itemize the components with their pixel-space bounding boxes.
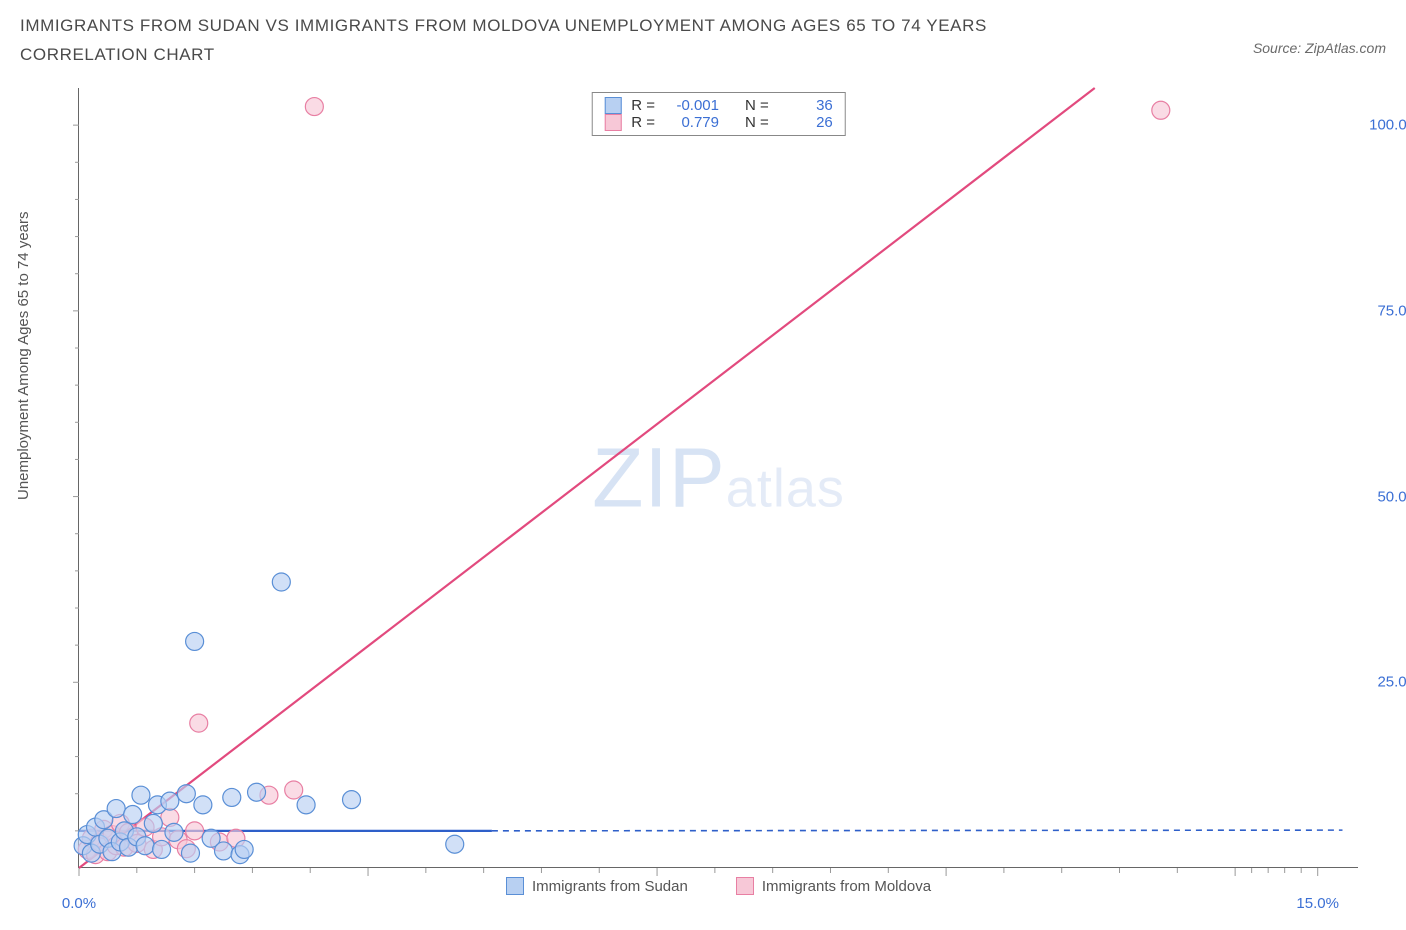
y-tick-label: 50.0% <box>1377 488 1406 505</box>
y-axis-label: Unemployment Among Ages 65 to 74 years <box>15 211 32 500</box>
label-n: N = <box>745 114 769 131</box>
swatch-sudan <box>506 877 524 895</box>
sudan-r-value: -0.001 <box>665 97 719 114</box>
stats-row-sudan: R = -0.001 N = 36 <box>604 97 833 114</box>
label-r: R = <box>631 114 655 131</box>
swatch-sudan <box>604 97 621 114</box>
moldova-r-value: 0.779 <box>665 114 719 131</box>
label-n: N = <box>745 97 769 114</box>
legend-item-moldova: Immigrants from Moldova <box>736 877 931 895</box>
chart-svg <box>79 88 1358 867</box>
x-tick-label: 15.0% <box>1296 895 1339 912</box>
source-attribution: Source: ZipAtlas.com <box>1253 40 1386 56</box>
legend-label-moldova: Immigrants from Moldova <box>762 878 931 895</box>
chart-title: IMMIGRANTS FROM SUDAN VS IMMIGRANTS FROM… <box>20 12 1120 70</box>
swatch-moldova <box>604 114 621 131</box>
y-tick-label: 75.0% <box>1377 302 1406 319</box>
x-axis-legend: Immigrants from Sudan Immigrants from Mo… <box>79 877 1358 895</box>
sudan-n-value: 36 <box>779 97 833 114</box>
y-tick-label: 100.0% <box>1369 117 1406 134</box>
chart-container: Unemployment Among Ages 65 to 74 years Z… <box>20 80 1390 910</box>
legend-item-sudan: Immigrants from Sudan <box>506 877 688 895</box>
label-r: R = <box>631 97 655 114</box>
moldova-n-value: 26 <box>779 114 833 131</box>
legend-label-sudan: Immigrants from Sudan <box>532 878 688 895</box>
plot-area: ZIPatlas R = -0.001 N = 36 R = 0.779 N =… <box>78 88 1358 868</box>
x-tick-label: 0.0% <box>62 895 96 912</box>
stats-legend-box: R = -0.001 N = 36 R = 0.779 N = 26 <box>591 92 846 136</box>
swatch-moldova <box>736 877 754 895</box>
stats-row-moldova: R = 0.779 N = 26 <box>604 114 833 131</box>
y-tick-label: 25.0% <box>1377 674 1406 691</box>
